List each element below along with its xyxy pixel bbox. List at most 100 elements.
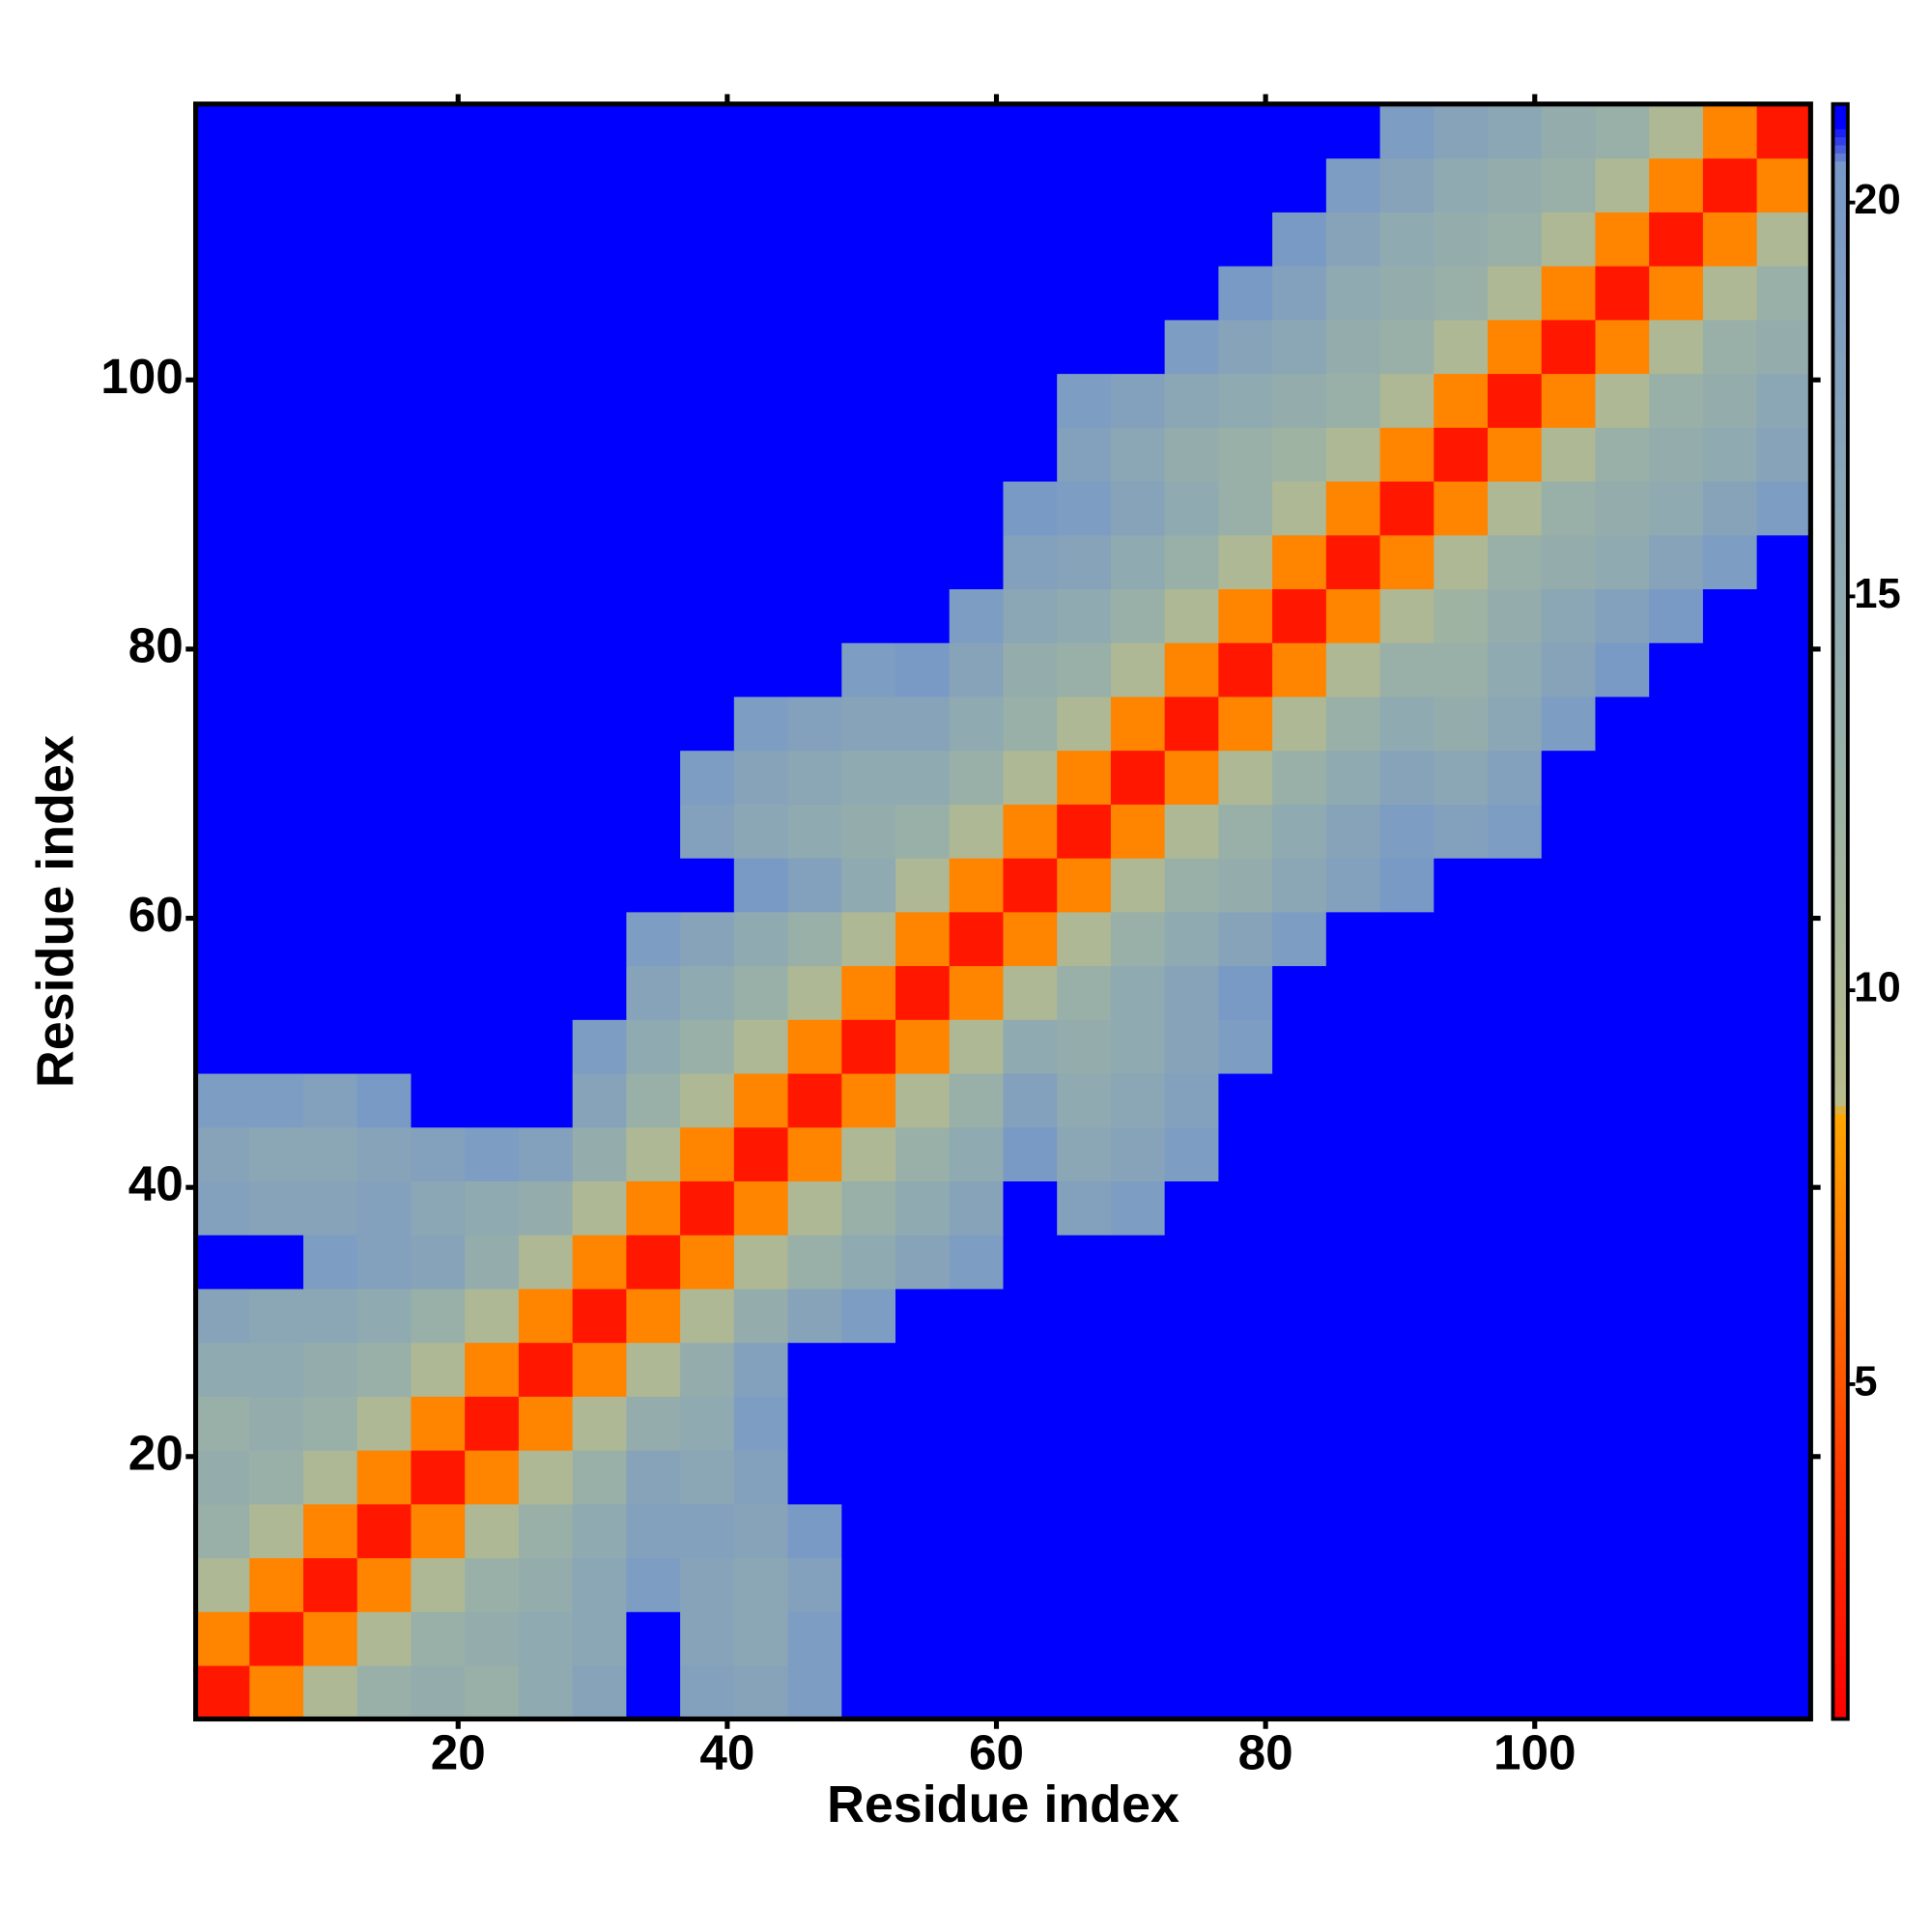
heatmap-cell [1057,1234,1112,1290]
heatmap-cell [1218,373,1273,428]
colorbar-segment [1833,386,1848,396]
heatmap-cell [1272,1019,1327,1074]
heatmap-cell [1057,1557,1112,1612]
heatmap-cell [1218,804,1273,859]
heatmap-cell [1487,1288,1543,1344]
colorbar-segment [1833,442,1848,453]
heatmap-cell [787,1396,843,1451]
heatmap-cell [1595,696,1650,752]
heatmap-cell [1272,1664,1327,1720]
heatmap-cell [1702,588,1758,643]
heatmap-cell [1434,480,1489,536]
heatmap-cell [1541,1664,1597,1720]
heatmap-cell [1541,534,1597,589]
heatmap-cell [195,804,251,859]
heatmap-cell [1595,265,1650,321]
heatmap-cell [249,319,304,375]
heatmap-cell [1003,480,1058,536]
heatmap-cell [1218,588,1273,643]
heatmap-cell [1003,212,1058,267]
colorbar-segment [1833,273,1848,283]
heatmap-cell [465,1664,520,1720]
heatmap-cell [195,1449,251,1505]
heatmap-cell [1003,1503,1058,1559]
heatmap-cell [572,1288,628,1344]
heatmap-cell [1057,1503,1112,1559]
heatmap-cell [1325,1072,1381,1128]
heatmap-cell [1164,911,1220,967]
heatmap-cell [1272,965,1327,1020]
colorbar-segment [1833,790,1848,800]
heatmap-cell [1218,157,1273,213]
heatmap-cell [1756,1126,1812,1181]
heatmap-cell [465,103,520,159]
colorbar-segment [1833,1170,1848,1179]
heatmap-cell [1164,1557,1220,1612]
heatmap-cell [895,965,951,1020]
colorbar-segment [1833,1605,1848,1615]
heatmap-cell [1272,1396,1327,1451]
heatmap-cell [1487,1557,1543,1612]
heatmap-cell [1003,965,1058,1020]
heatmap-cell [572,1019,628,1074]
heatmap-cell [841,1234,896,1290]
heatmap-cell [841,1664,896,1720]
heatmap-cell [949,1288,1005,1344]
heatmap-cell [1434,373,1489,428]
heatmap-cell [303,804,358,859]
heatmap-cell [1325,1180,1381,1236]
heatmap-cell [465,480,520,536]
heatmap-cell [1325,1557,1381,1612]
heatmap-cell [1379,1557,1435,1612]
heatmap-cell [1487,1449,1543,1505]
colorbar-segment [1833,596,1848,606]
heatmap-cell [1218,750,1273,805]
heatmap-cell [1218,319,1273,375]
heatmap-cell [949,1396,1005,1451]
heatmap-cell [895,427,951,482]
heatmap-cell [1702,265,1758,321]
heatmap-cell [249,1611,304,1666]
heatmap-cell [1649,1180,1704,1236]
colorbar-segment [1833,668,1848,679]
heatmap-cell [411,1072,466,1128]
heatmap-cell [895,319,951,375]
heatmap-cell [626,696,681,752]
heatmap-cell [733,588,789,643]
heatmap-cell [1541,103,1597,159]
heatmap-cell [303,480,358,536]
colorbar-segment [1833,1065,1848,1074]
colorbar-segment [1833,620,1848,631]
heatmap-cell [1756,641,1812,697]
heatmap-cell [841,857,896,913]
heatmap-cell [841,157,896,213]
heatmap-cell [249,265,304,321]
colorbar-segment [1833,1274,1848,1285]
heatmap-cell [1218,1557,1273,1612]
heatmap-cell [680,1342,735,1397]
heatmap-cell [733,103,789,159]
colorbar-segment [1833,1016,1848,1026]
heatmap-cell [626,373,681,428]
heatmap-cell [465,804,520,859]
heatmap-cells [195,103,1812,1720]
heatmap-cell [411,319,466,375]
colorbar-segment [1833,120,1848,129]
heatmap-cell [1541,480,1597,536]
heatmap-cell [680,911,735,967]
heatmap-cell [1595,1396,1650,1451]
heatmap-cell [1487,1126,1543,1181]
heatmap-cell [1272,1342,1327,1397]
heatmap-cell [572,641,628,697]
colorbar-segment [1833,144,1848,154]
heatmap-cell [1057,212,1112,267]
heatmap-cell [303,911,358,967]
heatmap-cell [518,588,574,643]
heatmap-cell [303,427,358,482]
heatmap-cell [572,696,628,752]
heatmap-cell [895,1396,951,1451]
heatmap-cell [626,157,681,213]
colorbar-tick-label: 15 [1854,571,1900,617]
heatmap-cell [1218,1288,1273,1344]
heatmap-cell [1702,1288,1758,1344]
